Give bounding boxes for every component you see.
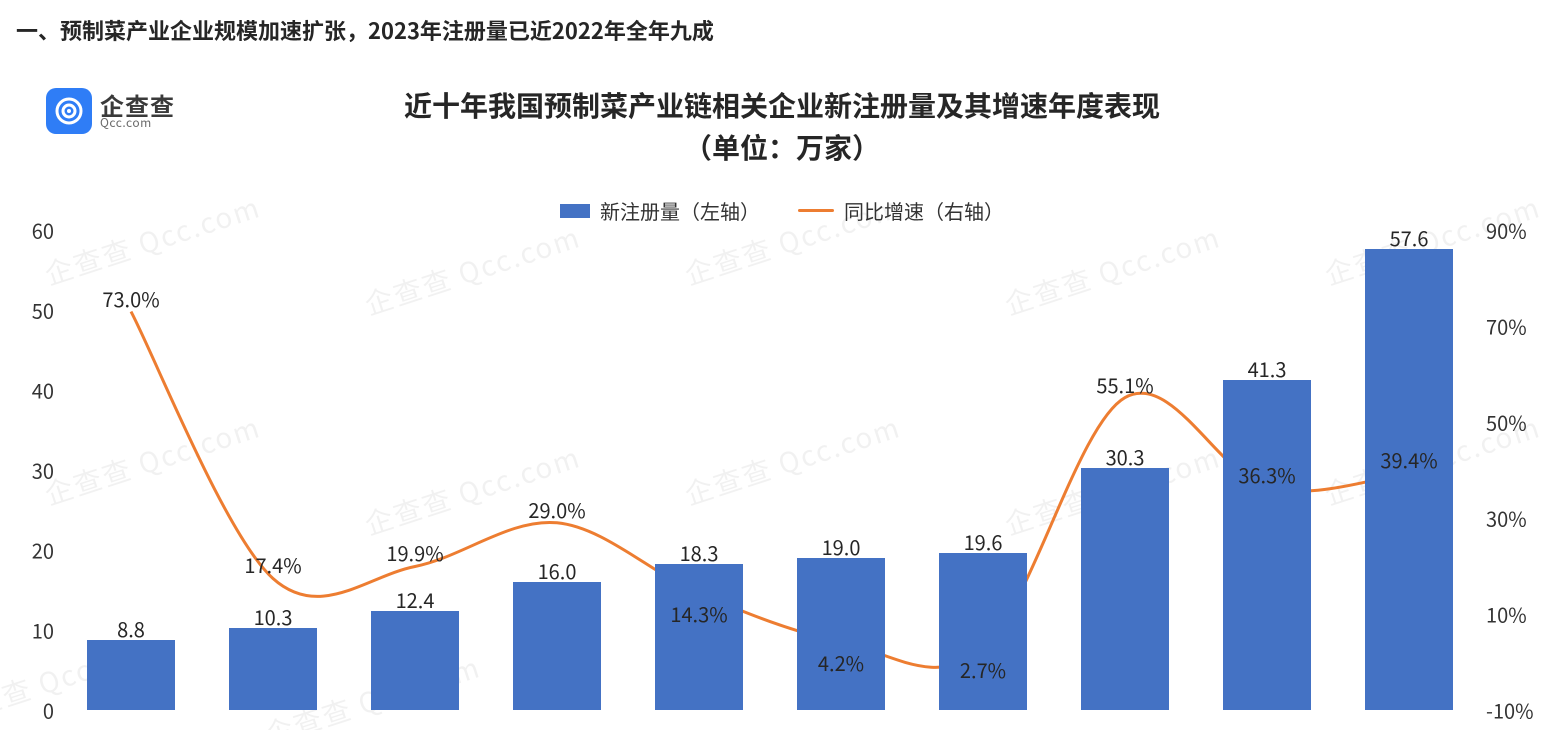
- bar-value-label: 19.6: [964, 527, 1003, 556]
- bar: [513, 582, 601, 710]
- section-heading: 一、预制菜产业企业规模加速扩张，2023年注册量已近2022年全年九成: [16, 14, 714, 46]
- line-value-label: 4.2%: [818, 648, 864, 677]
- bar: [371, 611, 459, 710]
- right-axis-tick: -10%: [1486, 696, 1546, 725]
- left-axis-tick: 0: [4, 696, 54, 725]
- legend-item-line: 同比增速（右轴）: [798, 196, 1004, 225]
- line-value-label: 55.1%: [1096, 370, 1153, 399]
- bar: [229, 628, 317, 710]
- legend-label-bar: 新注册量（左轴）: [600, 196, 760, 225]
- left-axis-tick: 50: [4, 296, 54, 325]
- line-value-label: 39.4%: [1380, 445, 1437, 474]
- bar-value-label: 10.3: [254, 602, 293, 631]
- chart-legend: 新注册量（左轴） 同比增速（右轴）: [0, 196, 1564, 225]
- bar-value-label: 16.0: [538, 556, 577, 585]
- bar: [939, 553, 1027, 710]
- legend-label-line: 同比增速（右轴）: [844, 196, 1004, 225]
- bar-value-label: 8.8: [117, 614, 145, 643]
- bar: [1081, 468, 1169, 710]
- bar: [797, 558, 885, 710]
- left-axis-tick: 40: [4, 376, 54, 405]
- line-value-label: 14.3%: [670, 599, 727, 628]
- legend-item-bar: 新注册量（左轴）: [560, 196, 760, 225]
- chart-plot-area: 0102030405060-10%10%30%50%70%90%8.810.31…: [60, 230, 1480, 710]
- left-axis-tick: 30: [4, 456, 54, 485]
- bar-value-label: 19.0: [822, 532, 861, 561]
- right-axis-tick: 30%: [1486, 504, 1546, 533]
- left-axis-tick: 10: [4, 616, 54, 645]
- bar: [1365, 249, 1453, 710]
- line-value-label: 36.3%: [1238, 460, 1295, 489]
- bar-value-label: 18.3: [680, 538, 719, 567]
- bar: [87, 640, 175, 710]
- left-axis-tick: 60: [4, 216, 54, 245]
- chart-title: 近十年我国预制菜产业链相关企业新注册量及其增速年度表现 （单位：万家）: [0, 84, 1564, 168]
- line-value-label: 19.9%: [386, 538, 443, 567]
- legend-swatch-bar: [560, 204, 590, 218]
- right-axis-tick: 50%: [1486, 408, 1546, 437]
- left-axis-tick: 20: [4, 536, 54, 565]
- bar-value-label: 57.6: [1390, 223, 1429, 252]
- line-value-label: 17.4%: [244, 550, 301, 579]
- bar-value-label: 12.4: [396, 585, 435, 614]
- bar: [1223, 380, 1311, 710]
- right-axis-tick: 10%: [1486, 600, 1546, 629]
- line-value-label: 29.0%: [528, 495, 585, 524]
- bar-value-label: 41.3: [1248, 354, 1287, 383]
- bar-value-label: 30.3: [1106, 442, 1145, 471]
- right-axis-tick: 90%: [1486, 216, 1546, 245]
- legend-swatch-line: [798, 209, 834, 212]
- growth-line: [131, 312, 1409, 668]
- line-value-label: 73.0%: [102, 284, 159, 313]
- line-value-label: 2.7%: [960, 655, 1006, 684]
- chart-title-line1: 近十年我国预制菜产业链相关企业新注册量及其增速年度表现: [404, 85, 1160, 125]
- chart-title-line2: （单位：万家）: [684, 127, 880, 167]
- right-axis-tick: 70%: [1486, 312, 1546, 341]
- bar: [655, 564, 743, 710]
